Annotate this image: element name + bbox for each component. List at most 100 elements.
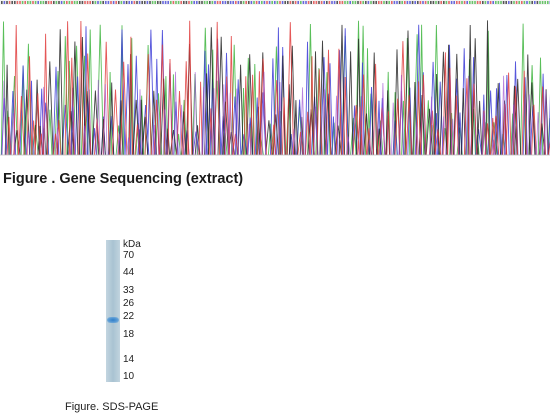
- base-call-mark: [326, 1, 328, 4]
- base-call-mark: [401, 1, 403, 4]
- base-call-mark: [391, 1, 393, 4]
- base-call-mark: [97, 1, 99, 4]
- base-call-mark: [526, 1, 528, 4]
- base-call-mark: [24, 1, 26, 4]
- base-call-mark: [240, 1, 242, 4]
- base-call-mark: [219, 1, 221, 4]
- base-call-mark: [27, 1, 29, 4]
- base-call-mark: [359, 1, 362, 4]
- base-call-mark: [287, 1, 289, 4]
- base-call-mark: [177, 1, 180, 4]
- base-call-mark: [440, 1, 442, 4]
- base-call-mark: [469, 1, 471, 4]
- base-call-mark: [323, 1, 325, 4]
- base-call-mark: [430, 1, 432, 4]
- base-call-mark: [149, 1, 151, 4]
- base-call-mark: [81, 1, 84, 4]
- marker-label-10: 10: [123, 371, 135, 382]
- base-call-mark: [292, 1, 294, 4]
- base-call-mark: [448, 1, 450, 4]
- base-call-mark: [235, 1, 237, 4]
- base-call-mark: [141, 1, 143, 4]
- base-call-mark: [175, 1, 177, 4]
- base-call-mark: [245, 1, 247, 4]
- base-call-mark: [539, 1, 541, 4]
- base-call-mark: [315, 1, 318, 4]
- base-call-mark: [443, 1, 445, 4]
- base-call-mark: [14, 1, 16, 4]
- base-call-mark: [86, 1, 89, 4]
- base-call-mark: [185, 1, 188, 4]
- base-call-mark: [125, 1, 128, 4]
- base-call-mark: [419, 1, 422, 4]
- base-call-mark: [489, 1, 492, 4]
- base-call-mark: [8, 1, 11, 4]
- base-call-mark: [131, 1, 133, 4]
- base-call-mark: [1, 1, 3, 4]
- base-call-mark: [253, 1, 255, 4]
- base-call-mark: [484, 1, 487, 4]
- marker-label-14: 14: [123, 354, 135, 365]
- base-call-mark: [510, 1, 513, 4]
- base-call-mark: [123, 1, 125, 4]
- base-call-mark: [229, 1, 232, 4]
- base-call-mark: [333, 1, 336, 4]
- base-call-mark: [263, 1, 266, 4]
- base-call-mark: [300, 1, 302, 4]
- base-call-mark: [479, 1, 481, 4]
- trace-channel-t: [6, 20, 550, 156]
- base-call-mark: [497, 1, 500, 4]
- base-call-mark: [307, 1, 310, 4]
- base-call-mark: [523, 1, 526, 4]
- base-call-mark: [112, 1, 115, 4]
- base-call-mark: [463, 1, 466, 4]
- base-call-mark: [422, 1, 424, 4]
- base-call-mark: [19, 1, 21, 4]
- sds-page-gel-lane: [106, 240, 120, 382]
- base-call-mark: [164, 1, 167, 4]
- base-call-mark: [105, 1, 107, 4]
- base-call-mark: [328, 1, 331, 4]
- base-call-mark: [118, 1, 120, 4]
- base-call-mark: [346, 1, 349, 4]
- base-call-mark: [146, 1, 149, 4]
- base-call-mark: [136, 1, 138, 4]
- base-call-mark: [495, 1, 497, 4]
- base-call-mark: [42, 1, 45, 4]
- base-call-mark: [209, 1, 211, 4]
- base-call-mark: [461, 1, 463, 4]
- base-call-mark: [344, 1, 346, 4]
- base-call-mark: [193, 1, 195, 4]
- base-call-mark: [79, 1, 81, 4]
- marker-label-70: 70: [123, 250, 135, 261]
- base-call-mark: [349, 1, 351, 4]
- base-call-mark: [380, 1, 383, 4]
- base-call-mark: [409, 1, 411, 4]
- base-call-mark: [138, 1, 141, 4]
- base-call-mark: [76, 1, 78, 4]
- base-call-mark: [411, 1, 414, 4]
- base-call-mark: [198, 1, 201, 4]
- base-call-mark: [406, 1, 409, 4]
- base-call-mark: [375, 1, 377, 4]
- base-call-mark: [424, 1, 427, 4]
- base-call-mark: [133, 1, 136, 4]
- base-call-mark: [365, 1, 367, 4]
- base-call-mark: [274, 1, 276, 4]
- base-call-mark: [276, 1, 279, 4]
- base-call-mark: [216, 1, 219, 4]
- base-call-row: [0, 0, 550, 5]
- base-call-mark: [398, 1, 401, 4]
- base-call-mark: [258, 1, 260, 4]
- base-call-mark: [388, 1, 390, 4]
- base-call-mark: [159, 1, 162, 4]
- base-call-mark: [71, 1, 73, 4]
- base-call-mark: [261, 1, 263, 4]
- base-call-mark: [331, 1, 333, 4]
- base-call-mark: [120, 1, 123, 4]
- base-call-mark: [458, 1, 461, 4]
- base-call-mark: [466, 1, 468, 4]
- base-call-mark: [102, 1, 104, 4]
- base-call-mark: [518, 1, 520, 4]
- base-call-mark: [474, 1, 476, 4]
